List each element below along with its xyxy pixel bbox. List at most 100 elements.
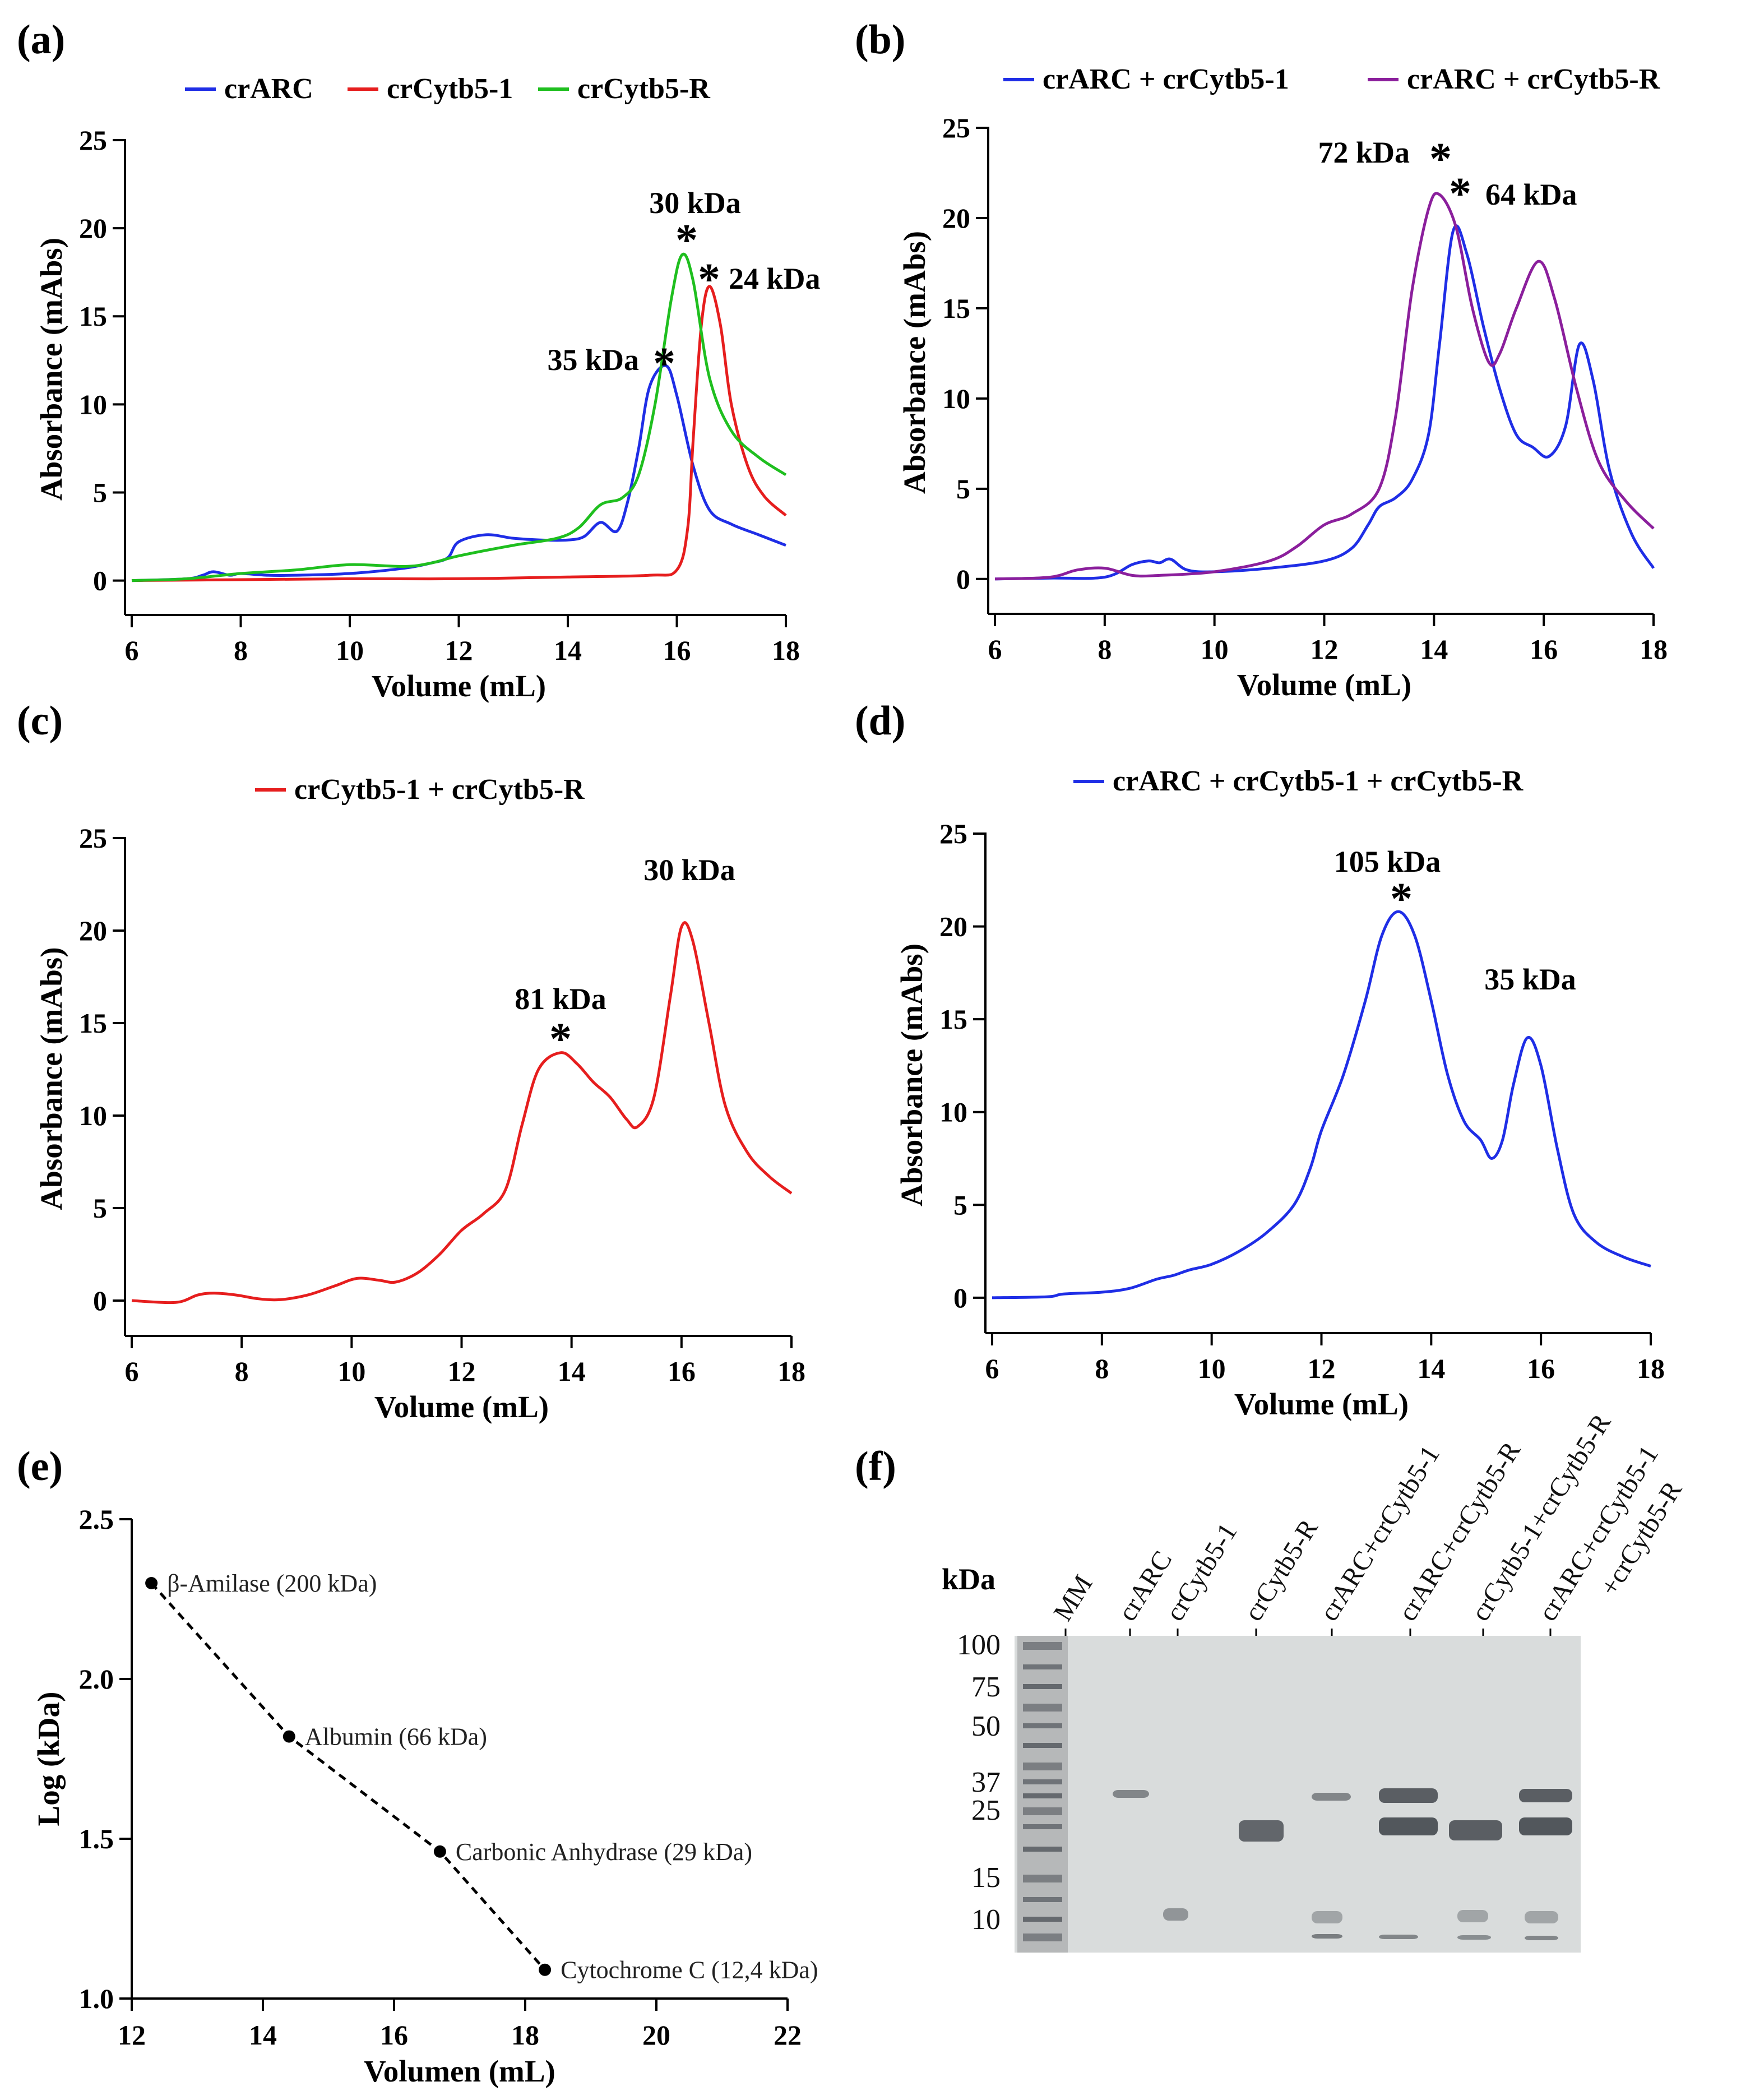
y-tick-label: 10 (79, 1100, 107, 1131)
peak-star: * (549, 1015, 572, 1064)
y-tick-label: 25 (939, 818, 967, 849)
x-tick-label: 18 (511, 2019, 539, 2051)
panel-e: (e) 1.0 1.5 2.0 2.5 12 14 16 18 20 22 Volumen (mL) L… (17, 1444, 818, 2088)
y-tick-label: 0 (956, 563, 970, 595)
x-tick-label: 8 (1095, 1353, 1109, 1384)
y-tick-label: 0 (953, 1282, 967, 1313)
series-line-crarc (131, 364, 786, 582)
peak-annotation: 72 kDa (1318, 136, 1410, 169)
mw-label: 100 (957, 1629, 1001, 1661)
x-tick-label: 14 (1417, 1353, 1445, 1384)
standard-point (145, 1577, 158, 1589)
protein-band (1312, 1934, 1342, 1939)
peak-star: * (1429, 135, 1452, 184)
x-tick-label: 12 (1311, 633, 1339, 665)
y-tick-label: 25 (942, 112, 970, 144)
series-line-crcytb5-r (131, 252, 787, 582)
panel-a: (a) 0 5 10 15 20 25 6 8 10 12 14 16 18 Volume (mL) Abso… (17, 17, 821, 703)
x-tick-label: 10 (336, 635, 364, 666)
legend-label: crARC + crCytb5-R (1407, 63, 1661, 95)
x-tick-label: 8 (1098, 633, 1112, 665)
x-tick-label: 12 (118, 2019, 146, 2051)
protein-band (1379, 1935, 1418, 1939)
standard-point (539, 1963, 552, 1976)
ladder-band (1023, 1763, 1062, 1770)
standard-label: Albumin (66 kDa) (305, 1723, 487, 1751)
protein-band (1379, 1788, 1438, 1803)
panel-letter: (c) (17, 698, 63, 744)
series-line-crcytb5-1-crcytb5-r (131, 921, 793, 1305)
y-tick-label: 10 (939, 1097, 967, 1128)
x-tick-label: 16 (668, 1356, 696, 1387)
y-tick-label: 5 (953, 1189, 967, 1220)
x-tick-label: 6 (988, 633, 1002, 665)
series-line-crarc-crcytb5-r (994, 192, 1655, 581)
x-tick-label: 8 (235, 1356, 249, 1387)
fit-line (150, 1582, 546, 1971)
lane-label: crCytb5-1 (1160, 1518, 1243, 1626)
y-tick-label: 25 (79, 124, 107, 156)
y-tick-label: 5 (956, 473, 970, 505)
legend-label: crCytb5-1 + crCytb5-R (294, 774, 585, 806)
y-tick-label: 10 (79, 388, 107, 420)
mw-label: 25 (971, 1794, 1001, 1826)
x-tick-label: 8 (234, 635, 248, 666)
panel-letter: (b) (855, 17, 905, 63)
standard-point (433, 1845, 446, 1858)
y-tick-label: 15 (79, 300, 107, 332)
protein-band (1312, 1793, 1351, 1801)
y-tick-label: 1.5 (79, 1823, 114, 1854)
ladder-band (1023, 1875, 1062, 1882)
x-tick-label: 22 (774, 2019, 802, 2051)
x-tick-label: 12 (445, 635, 473, 666)
series-line-crcytb5-1 (131, 285, 787, 582)
panel-letter: (f) (855, 1444, 896, 1490)
peak-annotation: 81 kDa (515, 982, 606, 1016)
x-tick-label: 16 (1530, 633, 1558, 665)
ladder-band (1023, 1934, 1062, 1941)
x-tick-label: 14 (1420, 633, 1448, 665)
y-tick-label: 5 (93, 1192, 107, 1224)
ladder-band (1023, 1743, 1062, 1748)
lane-label: MM (1048, 1570, 1098, 1626)
x-tick-label: 16 (1527, 1353, 1555, 1384)
protein-band (1457, 1910, 1488, 1922)
peak-star: * (675, 216, 698, 265)
x-tick-label: 6 (985, 1353, 999, 1384)
ladder-band (1023, 1723, 1062, 1728)
series-line-crarc-crcytb5-1-crcytb5-r (992, 910, 1651, 1299)
ladder-band (1023, 1793, 1062, 1798)
peak-star: * (698, 255, 720, 304)
gel-background (1015, 1636, 1581, 1953)
ladder-band (1023, 1642, 1062, 1650)
protein-band (1163, 1908, 1188, 1921)
x-tick-label: 12 (448, 1356, 476, 1387)
mw-label: 15 (971, 1862, 1001, 1894)
y-tick-label: 0 (93, 1285, 107, 1316)
protein-band (1113, 1790, 1149, 1798)
mw-label: 37 (971, 1766, 1001, 1798)
legend-label: crARC (224, 73, 313, 105)
x-tick-label: 10 (1198, 1353, 1226, 1384)
y-tick-label: 20 (942, 202, 970, 234)
x-tick-label: 16 (663, 635, 691, 666)
legend-label: crCytb5-1 (387, 73, 513, 105)
protein-band (1239, 1820, 1284, 1842)
ladder-band (1023, 1779, 1062, 1784)
panel-letter: (e) (17, 1444, 63, 1490)
x-axis-title: Volume (mL) (372, 669, 546, 703)
protein-band (1519, 1817, 1572, 1835)
x-tick-label: 12 (1308, 1353, 1336, 1384)
panel-letter: (a) (17, 17, 65, 63)
x-tick-label: 6 (125, 1356, 139, 1387)
protein-band (1525, 1936, 1558, 1940)
legend-label: crARC + crCytb5-1 (1043, 63, 1289, 95)
ladder-band (1023, 1704, 1062, 1712)
peak-annotation: 35 kDa (547, 343, 639, 377)
peak-annotation: 64 kDa (1485, 178, 1577, 211)
protein-band (1519, 1789, 1572, 1802)
protein-band (1312, 1911, 1342, 1923)
x-tick-label: 14 (554, 635, 582, 666)
standard-label: β-Amilase (200 kDa) (167, 1570, 377, 1597)
